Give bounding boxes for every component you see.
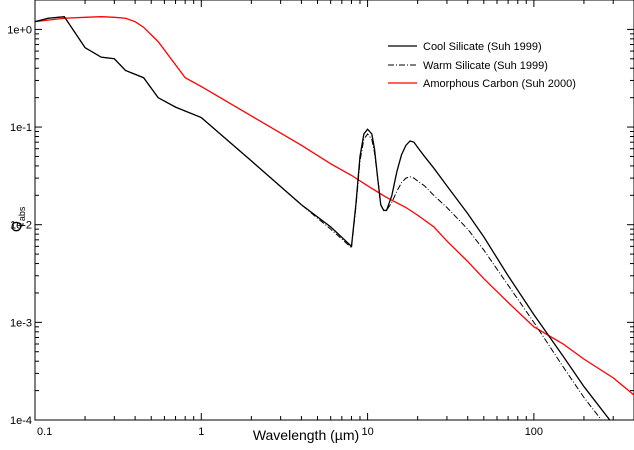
plot-frame: [34, 0, 634, 421]
x-tick-label: 0.1: [37, 426, 52, 438]
x-axis-ticks: 0.1 1 10 100: [34, 0, 634, 438]
y-tick-label: 1e-2: [10, 220, 32, 232]
y-axis-title: Qabs: [8, 206, 27, 232]
y-tick-label: 1e-3: [10, 317, 32, 329]
y-tick-label: 1e-4: [10, 415, 32, 427]
x-axis-title: Wavelength (µm): [253, 427, 359, 443]
y-axis-title-main: Q: [8, 221, 24, 232]
legend-label-warm-silicate: Warm Silicate (Suh 1999): [423, 60, 548, 72]
y-axis-ticks: 1e-4 1e-3 1e-2 1e-1 1e+0: [7, 0, 634, 427]
legend-label-cool-silicate: Cool Silicate (Suh 1999): [423, 41, 542, 53]
x-tick-label: 10: [361, 426, 373, 438]
legend-label-amorphous-carbon: Amorphous Carbon (Suh 2000): [423, 78, 576, 90]
y-tick-label: 1e+0: [7, 24, 32, 36]
series-line-cool-silicate: [35, 15, 611, 420]
x-tick-label: 100: [525, 426, 543, 438]
x-tick-label: 1: [198, 426, 204, 438]
y-tick-label: 1e-1: [10, 122, 32, 134]
series-line-amorphous-carbon: [35, 16, 634, 396]
legend: Cool Silicate (Suh 1999) Warm Silicate (…: [388, 41, 576, 90]
y-axis-title-sub: abs: [17, 206, 27, 221]
series-layer: [35, 15, 634, 420]
